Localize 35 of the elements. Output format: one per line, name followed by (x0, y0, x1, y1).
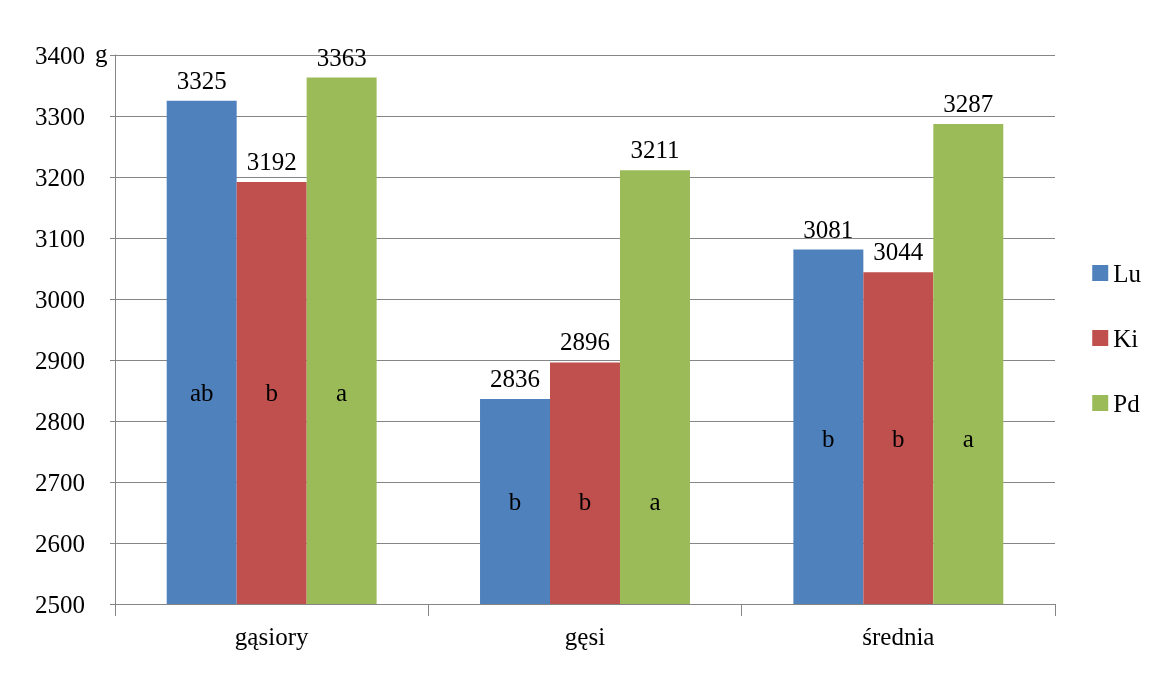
y-tick-label: 2600 (35, 529, 85, 557)
annotation: a (336, 379, 348, 407)
y-tick-label: 2800 (35, 407, 85, 435)
legend-label: Pd (1113, 389, 1141, 417)
annotation: a (649, 488, 661, 516)
y-tick-label: 3200 (35, 163, 85, 191)
data-label: 3081 (803, 215, 854, 243)
y-tick-label: 3100 (35, 224, 85, 252)
annotation: b (578, 488, 592, 516)
legend-label: Lu (1113, 259, 1142, 287)
data-label: 3192 (246, 147, 297, 175)
y-tick-label: 3300 (35, 102, 85, 130)
y-axis-title: g (95, 40, 108, 67)
annotation: b (822, 424, 835, 452)
annotation: a (962, 424, 974, 452)
legend-label: Ki (1113, 324, 1139, 352)
x-tick-label: gąsiory (234, 623, 309, 650)
annotation: b (508, 488, 522, 516)
y-tick-label: 3000 (35, 285, 85, 313)
x-tick-label: średnia (862, 623, 935, 650)
x-tick-label: gęsi (564, 623, 606, 650)
y-tick-label: 2900 (35, 346, 85, 374)
annotation: b (265, 379, 278, 407)
y-tick-label: 3400 (35, 41, 85, 69)
data-label: 3044 (873, 238, 924, 266)
y-tick-label: 2500 (35, 590, 85, 618)
data-label: 2836 (490, 365, 541, 393)
data-label: 3363 (316, 43, 367, 71)
y-tick-label: 2700 (35, 468, 85, 496)
data-label: 2896 (560, 328, 610, 356)
annotation: ab (189, 379, 214, 407)
data-label: 3325 (176, 66, 227, 94)
annotation: b (892, 424, 905, 452)
data-label: 3287 (943, 89, 994, 117)
data-label: 3211 (630, 136, 680, 164)
